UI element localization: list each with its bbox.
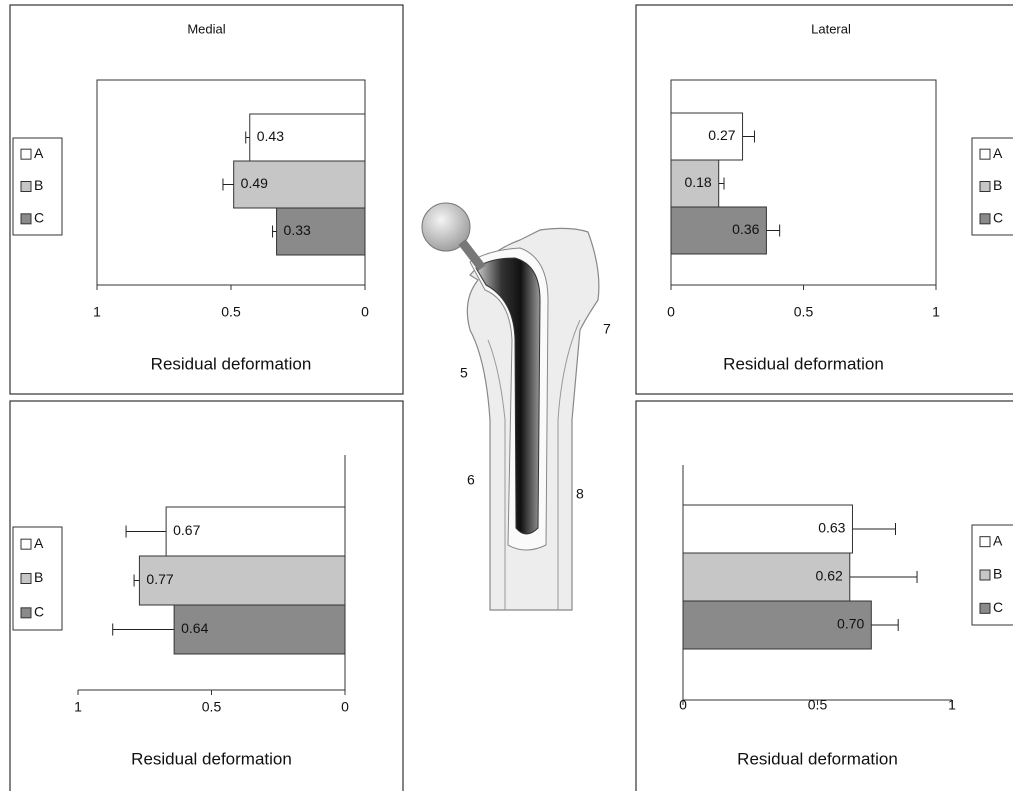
x-tick-label: 0: [341, 699, 349, 715]
legend-label: C: [34, 604, 44, 620]
x-tick-label: 1: [74, 699, 82, 715]
value-label: 0.63: [818, 520, 845, 536]
legend-swatch: [21, 608, 31, 618]
x-tick-label: 0: [667, 304, 675, 320]
figure: 5 6 7 8 Medial10.50Residual deformation0…: [0, 0, 1013, 791]
legend-swatch: [980, 182, 990, 192]
chart-panel: Lateral 0 0.5 1 Residual deformation 0.27 0.18…: [636, 5, 1013, 394]
legend-swatch: [21, 214, 31, 224]
zone-label: 6: [467, 472, 475, 488]
value-label: 0.70: [837, 616, 864, 632]
zone-label: 8: [576, 486, 584, 502]
chart-panel: 0 0.5 1 Residual deformation 0.63 0.62 0.70 A B C: [636, 401, 1013, 791]
x-tick-label: 0: [679, 697, 687, 713]
legend-swatch: [21, 539, 31, 549]
legend-label: B: [34, 177, 43, 193]
value-label: 0.77: [146, 571, 173, 587]
legend-swatch: [980, 570, 990, 580]
legend-label: C: [34, 210, 44, 226]
zone-label: 7: [603, 321, 611, 337]
x-axis-label: Residual deformation: [131, 749, 292, 768]
value-label: 0.67: [173, 522, 200, 538]
chart-panel: 1 0.5 0 Residual deformation 0.67 0.77 0.64 A B C: [10, 401, 403, 791]
x-axis-label: Residual deformation: [723, 354, 884, 373]
legend-swatch: [21, 149, 31, 159]
x-tick-label: 1: [93, 304, 101, 320]
x-tick-label: 0.5: [221, 304, 241, 320]
x-tick-label: 0.5: [202, 699, 222, 715]
femur-illustration: 5 6 7 8: [422, 203, 611, 610]
value-label: 0.27: [708, 127, 735, 143]
value-label: 0.62: [816, 568, 843, 584]
x-axis-label: Residual deformation: [737, 749, 898, 768]
legend-swatch: [980, 214, 990, 224]
legend-label: A: [34, 145, 44, 161]
legend-label: A: [993, 145, 1003, 161]
value-label: 0.49: [241, 175, 268, 191]
legend-swatch: [21, 182, 31, 192]
chart-title: Lateral: [811, 21, 851, 36]
legend-label: B: [34, 569, 43, 585]
legend-label: A: [34, 535, 44, 551]
value-label: 0.43: [257, 128, 284, 144]
zone-label: 5: [460, 365, 468, 381]
chart-title: Medial: [187, 21, 225, 36]
value-label: 0.36: [732, 221, 759, 237]
legend-label: C: [993, 599, 1003, 615]
legend-label: B: [993, 177, 1002, 193]
x-axis-label: Residual deformation: [151, 354, 312, 373]
value-label: 0.18: [684, 174, 711, 190]
x-tick-label: 0: [361, 304, 369, 320]
legend-swatch: [980, 603, 990, 613]
chart-panel: Medial 1 0.5 0 Residual deformation 0.43 0.49 0…: [10, 5, 403, 394]
legend-swatch: [980, 149, 990, 159]
legend-swatch: [21, 574, 31, 584]
legend-label: B: [993, 566, 1002, 582]
x-tick-label: 0.5: [808, 697, 828, 713]
x-tick-label: 1: [948, 697, 956, 713]
legend-label: C: [993, 210, 1003, 226]
value-label: 0.33: [284, 222, 311, 238]
x-tick-label: 0.5: [794, 304, 814, 320]
x-tick-label: 1: [932, 304, 940, 320]
value-label: 0.64: [181, 620, 208, 636]
legend-swatch: [980, 537, 990, 547]
legend-label: A: [993, 532, 1003, 548]
